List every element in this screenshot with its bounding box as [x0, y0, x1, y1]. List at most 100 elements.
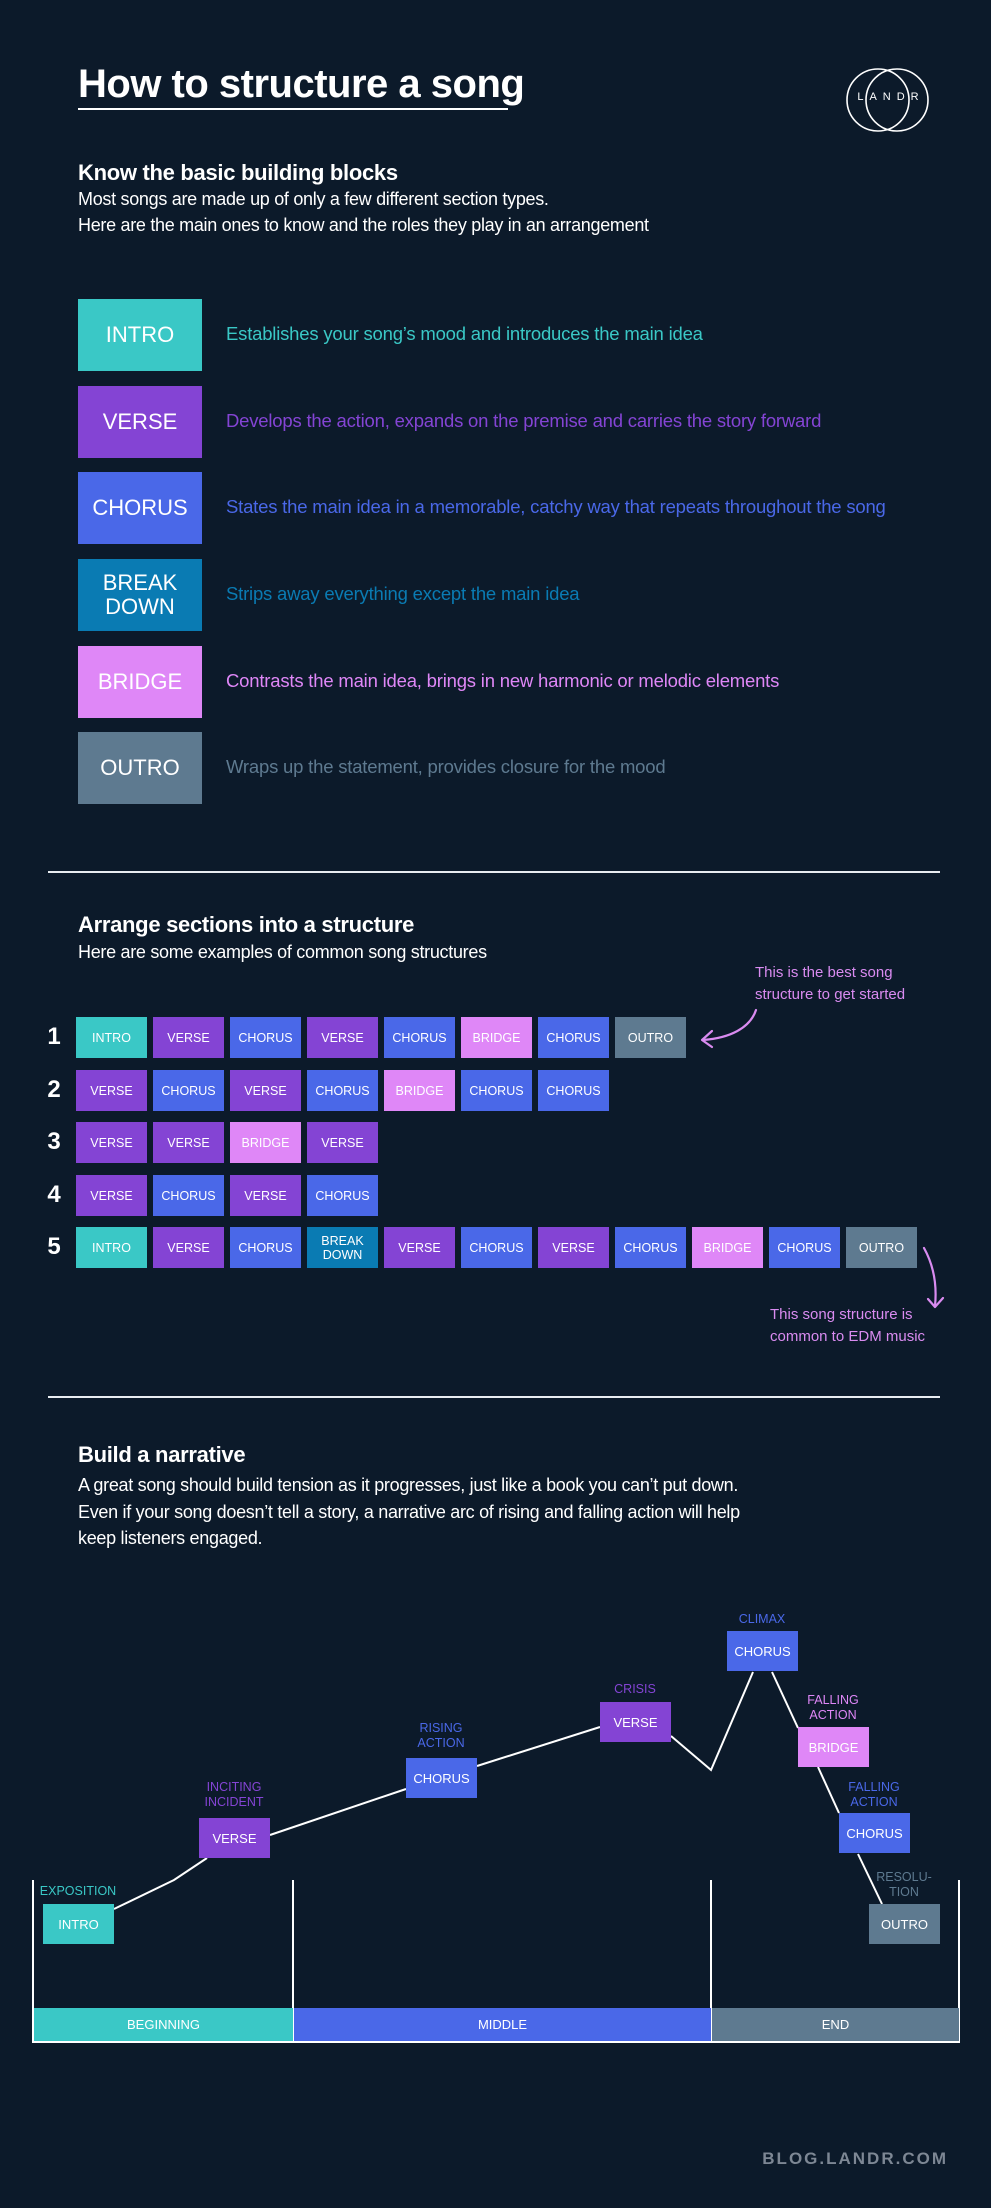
section-divider — [48, 1396, 940, 1398]
stage-label-line: RESOLU- — [876, 1870, 932, 1884]
note-best-structure: This is the best song structure to get s… — [755, 962, 905, 1006]
structure-block-outro: OUTRO — [846, 1227, 917, 1268]
structure-block-chorus: CHORUS — [307, 1070, 378, 1111]
arc-line — [771, 1671, 799, 1729]
section-divider — [48, 871, 940, 873]
blocks-intro-line-1: Most songs are made up of only a few dif… — [78, 189, 549, 209]
structure-block-verse: VERSE — [307, 1017, 378, 1058]
structure-block-chorus: CHORUS — [461, 1070, 532, 1111]
logo-text: LANDR — [857, 91, 925, 103]
structure-block-chorus: CHORUS — [230, 1227, 301, 1268]
act-band-end: END — [712, 2008, 959, 2041]
structure-block-verse: VERSE — [76, 1122, 147, 1163]
stage-label-line: INCIDENT — [204, 1795, 264, 1809]
structure-block-intro: INTRO — [76, 1227, 147, 1268]
structure-block-chorus: CHORUS — [769, 1227, 840, 1268]
structure-block-verse: VERSE — [538, 1227, 609, 1268]
structures-subtitle: Here are some examples of common song st… — [78, 942, 487, 962]
structure-block-bridge: BRIDGE — [692, 1227, 763, 1268]
structure-number: 3 — [47, 1128, 61, 1155]
structure-block-chorus: CHORUS — [615, 1227, 686, 1268]
section-description: Develops the action, expands on the prem… — [226, 410, 822, 431]
act-band-beginning: BEGINNING — [34, 2008, 293, 2041]
arc-line — [113, 1857, 208, 1910]
narrative-block-verse: VERSE — [199, 1818, 270, 1858]
section-box-verse: VERSE — [78, 386, 202, 458]
note-line: This is the best song — [755, 964, 893, 981]
arrow-icon — [700, 1008, 758, 1049]
structure-block-bridge: BRIDGE — [461, 1017, 532, 1058]
structures-heading: Arrange sections into a structure — [78, 912, 415, 937]
footer-url: BLOG.LANDR.COM — [762, 2149, 948, 2168]
note-edm: This song structure is common to EDM mus… — [770, 1304, 925, 1348]
narrative-block-chorus: CHORUS — [839, 1813, 910, 1853]
structure-block-verse: VERSE — [230, 1070, 301, 1111]
act-band-middle: MIDDLE — [294, 2008, 711, 2041]
blocks-heading: Know the basic building blocks — [78, 160, 398, 185]
structure-block-verse: VERSE — [153, 1227, 224, 1268]
section-box-label: BREAK DOWN — [102, 570, 178, 619]
section-box-intro: INTRO — [78, 299, 202, 371]
structure-block-chorus: CHORUS — [230, 1017, 301, 1058]
section-box-breakdown: BREAK DOWN — [78, 559, 202, 631]
stage-label-line: ACTION — [850, 1795, 898, 1809]
structure-block-bridge: BRIDGE — [384, 1070, 455, 1111]
structure-number: 2 — [47, 1076, 61, 1103]
narrative-stage-label: FALLING ACTION — [819, 1780, 929, 1810]
structure-block-verse: VERSE — [384, 1227, 455, 1268]
stage-label-line: INCITING — [206, 1780, 262, 1794]
section-description: States the main idea in a memorable, cat… — [226, 496, 886, 517]
stage-label-line: CRISIS — [614, 1682, 656, 1696]
stage-label-line: FALLING — [807, 1693, 859, 1707]
structure-block-verse: VERSE — [307, 1122, 378, 1163]
narrative-heading: Build a narrative — [78, 1442, 246, 1467]
narrative-stage-label: RESOLU- TION — [849, 1870, 959, 1900]
narrative-block-bridge: BRIDGE — [798, 1727, 869, 1767]
narrative-block-intro: INTRO — [43, 1904, 114, 1944]
narrative-block-verse: VERSE — [600, 1702, 671, 1742]
narrative-stage-label: CRISIS — [580, 1682, 690, 1697]
stage-label-line: TION — [889, 1885, 919, 1899]
section-description: Strips away everything except the main i… — [226, 583, 580, 604]
note-line: This song structure is — [770, 1306, 913, 1323]
stage-label-line: FALLING — [848, 1780, 900, 1794]
note-line: common to EDM music — [770, 1328, 926, 1345]
structure-block-chorus: CHORUS — [461, 1227, 532, 1268]
structure-block-verse: VERSE — [153, 1017, 224, 1058]
structure-number: 5 — [47, 1233, 61, 1260]
narrative-block-chorus: CHORUS — [727, 1631, 798, 1671]
structure-block-chorus: CHORUS — [153, 1070, 224, 1111]
arc-line — [817, 1766, 840, 1814]
narrative-stage-label: CLIMAX — [707, 1612, 817, 1627]
narrative-stage-label: EXPOSITION — [23, 1884, 133, 1899]
arc-line — [269, 1788, 407, 1836]
section-description: Establishes your song’s mood and introdu… — [226, 323, 703, 344]
section-description: Contrasts the main idea, brings in new h… — [226, 670, 780, 691]
stage-label-line: ACTION — [809, 1708, 857, 1722]
structure-block-chorus: CHORUS — [307, 1175, 378, 1216]
arc-line — [476, 1726, 601, 1767]
page-title: How to structure a song — [78, 62, 525, 106]
arrow-icon — [922, 1246, 945, 1309]
narrative-block-chorus: CHORUS — [406, 1758, 477, 1798]
stage-label-line: EXPOSITION — [39, 1884, 117, 1898]
stage-label-line: RISING — [419, 1721, 463, 1735]
structure-block-intro: INTRO — [76, 1017, 147, 1058]
structure-number: 4 — [47, 1181, 61, 1208]
structure-block-chorus: CHORUS — [384, 1017, 455, 1058]
arc-line — [670, 1671, 754, 1772]
narrative-stage-label: FALLING ACTION — [778, 1693, 888, 1723]
landr-logo — [846, 68, 929, 132]
section-description: Wraps up the statement, provides closure… — [226, 756, 666, 777]
structure-block-verse: VERSE — [230, 1175, 301, 1216]
structure-number: 1 — [47, 1023, 61, 1050]
narrative-stage-label: RISING ACTION — [386, 1721, 496, 1751]
title-underline — [78, 108, 508, 110]
narrative-line-2: Even if your song doesn’t tell a story, … — [78, 1502, 740, 1522]
section-box-outro: OUTRO — [78, 732, 202, 804]
narrative-line-1: A great song should build tension as it … — [78, 1475, 739, 1495]
structure-block-verse: VERSE — [76, 1070, 147, 1111]
stage-label-line: CLIMAX — [738, 1612, 786, 1626]
structure-block-chorus: CHORUS — [538, 1070, 609, 1111]
